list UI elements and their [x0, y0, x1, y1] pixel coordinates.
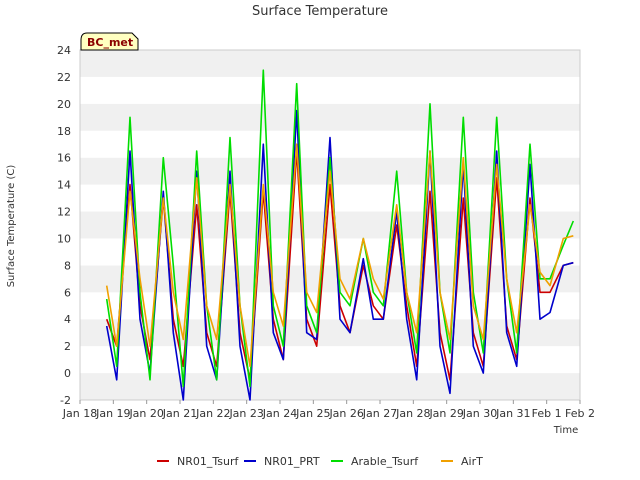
x-tick-label: Jan 25	[295, 407, 330, 420]
badge-label: BC_met	[87, 36, 133, 49]
x-tick-label: Jan 21	[162, 407, 197, 420]
y-tick-label: 8	[64, 259, 71, 272]
legend-label: NR01_PRT	[264, 455, 320, 468]
grid-band	[80, 373, 580, 400]
x-tick-label: Jan 20	[128, 407, 163, 420]
y-tick-label: 20	[57, 98, 71, 111]
x-tick-label: Jan 28	[395, 407, 430, 420]
grid-band	[80, 319, 580, 347]
y-tick-label: 10	[57, 232, 71, 245]
x-tick-label: Jan 22	[195, 407, 230, 420]
grid-band	[80, 238, 580, 266]
legend-label: NR01_Tsurf	[177, 455, 239, 468]
y-tick-label: 12	[57, 206, 71, 219]
badge-shape	[80, 32, 139, 51]
x-tick-label: Jan 31	[495, 407, 530, 420]
grid-band	[80, 50, 580, 77]
x-tick-label: Jan 23	[228, 407, 263, 420]
legend-label: AirT	[461, 455, 483, 468]
plot-background-bands	[80, 50, 580, 400]
y-tick-label: 0	[64, 367, 71, 380]
grid-band	[80, 103, 580, 131]
y-tick-label: 4	[64, 313, 71, 326]
x-tick-label: Feb 1	[532, 407, 562, 420]
y-tick-label: -2	[60, 394, 71, 407]
x-tick-label: Jan 29	[428, 407, 463, 420]
y-axis-label: Surface Temperature (C)	[6, 165, 17, 288]
y-tick-label: 18	[57, 125, 71, 138]
series-lines	[105, 69, 575, 401]
x-tick-label: Jan 18	[62, 407, 97, 420]
x-tick-label: Feb 2	[565, 407, 595, 420]
y-tick-label: 16	[57, 152, 71, 165]
y-tick-label: 22	[57, 71, 71, 84]
x-tick-label: Jan 30	[462, 407, 497, 420]
legend: NR01_Tsurf NR01_PRT Arable_Tsurf AirT	[157, 455, 483, 468]
grid-band	[80, 211, 580, 239]
grid-band	[80, 76, 580, 104]
x-tick-label: Jan 27	[362, 407, 397, 420]
y-tick-label: 6	[64, 286, 71, 299]
site-badge: BC_met	[80, 32, 139, 51]
series-line-airt	[105, 143, 574, 368]
x-tick-label: Jan 19	[95, 407, 130, 420]
x-axis-label: Time	[553, 425, 578, 436]
chart-title: Surface Temperature	[252, 4, 388, 19]
plot-area	[79, 49, 581, 401]
y-tick-label: 14	[57, 179, 71, 192]
x-tick-label: Jan 24	[262, 407, 297, 420]
grid-band	[80, 292, 580, 320]
series-line-arable-tsurf	[105, 69, 575, 388]
y-tick-label: 24	[57, 44, 71, 57]
x-tick-label: Jan 26	[328, 407, 363, 420]
y-tick-label: 2	[64, 340, 71, 353]
legend-label: Arable_Tsurf	[351, 455, 419, 468]
grid-band	[80, 265, 580, 293]
series-line-nr01-prt	[105, 109, 574, 401]
grid-band	[80, 346, 580, 374]
